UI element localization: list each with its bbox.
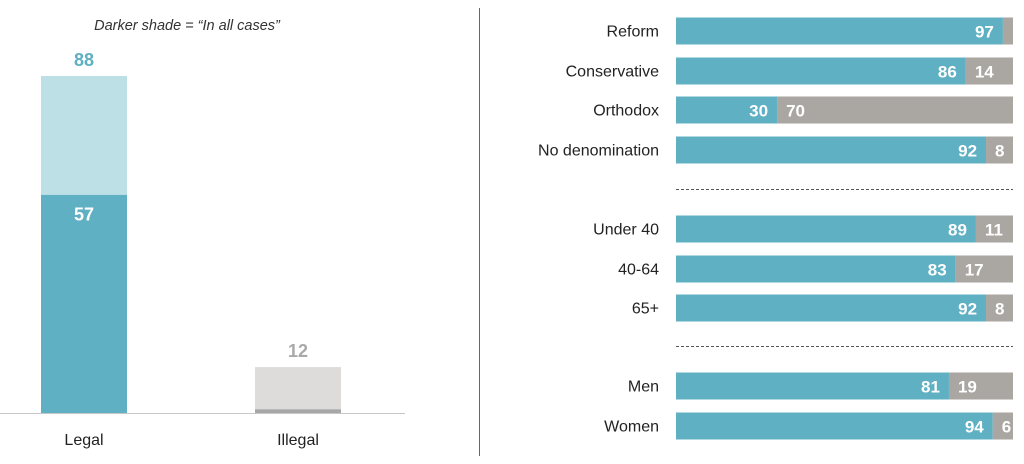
value-label-40-64-1: 83 (928, 261, 947, 280)
bar-orthodox-segment-1 (676, 96, 778, 124)
row-label-under-40: Under 40 (593, 222, 659, 239)
bar-40-64-segment-2 (955, 255, 1013, 283)
value-label-no-denomination-1: 92 (958, 142, 977, 161)
bar-illegal-other (255, 367, 341, 410)
row-label-men: Men (628, 379, 659, 396)
bar-women-segment-1 (676, 412, 993, 440)
value-label-under-40-2: 11 (985, 221, 1003, 240)
row-label-40-64: 40-64 (618, 262, 659, 279)
value-label-orthodox-2: 70 (786, 102, 805, 121)
bar-40-64-segment-1 (676, 255, 956, 283)
row-label-65-: 65+ (632, 301, 659, 318)
value-label-conservative-2: 14 (975, 63, 994, 82)
row-label-reform: Reform (607, 24, 659, 41)
row-label-no-denomination: No denomination (538, 143, 659, 160)
bar-women-segment-2 (992, 412, 1013, 440)
bar-illegal-in-all-cases (255, 409, 341, 413)
value-label-men-2: 19 (958, 378, 977, 397)
row-label-women: Women (604, 419, 659, 436)
value-label-conservative-1: 86 (938, 63, 957, 82)
value-label-women-2: 6 (1002, 418, 1011, 437)
total-label-illegal: 12 (288, 341, 308, 361)
category-label-legal: Legal (64, 432, 103, 449)
value-label-40-64-2: 17 (965, 261, 984, 280)
chart-note: Darker shade = “In all cases” (94, 18, 281, 34)
bar-no-denomination-segment-2 (986, 136, 1013, 164)
value-label-orthodox-1: 30 (749, 102, 768, 121)
bar-reform-segment-1 (676, 17, 1003, 45)
value-label-women-1: 94 (965, 418, 984, 437)
total-label-legal: 88 (74, 50, 94, 70)
bar-conservative-segment-1 (676, 57, 966, 85)
inner-label-legal: 57 (74, 205, 94, 225)
bar-legal-in-all-cases (41, 194, 127, 413)
value-label-65--1: 92 (958, 300, 977, 319)
bar-orthodox-segment-2 (777, 96, 1013, 124)
bar-no-denomination-segment-1 (676, 136, 987, 164)
bar-65--segment-1 (676, 294, 987, 322)
value-label-men-1: 81 (921, 378, 940, 397)
row-label-orthodox: Orthodox (593, 103, 659, 120)
value-label-no-denomination-2: 8 (995, 142, 1004, 161)
bar-under-40-segment-1 (676, 215, 976, 243)
value-label-65--2: 8 (995, 300, 1004, 319)
bar-conservative-segment-2 (965, 57, 1013, 85)
row-label-conservative: Conservative (566, 64, 659, 81)
bar-under-40-segment-2 (975, 215, 1013, 243)
bar-65--segment-2 (986, 294, 1013, 322)
bar-men-segment-1 (676, 372, 949, 400)
bar-legal-other (41, 76, 127, 195)
value-label-under-40-1: 89 (948, 221, 967, 240)
bar-reform-segment-2 (1002, 17, 1013, 45)
value-label-reform-1: 97 (975, 23, 994, 42)
category-label-illegal: Illegal (277, 432, 319, 449)
bar-men-segment-2 (948, 372, 1013, 400)
